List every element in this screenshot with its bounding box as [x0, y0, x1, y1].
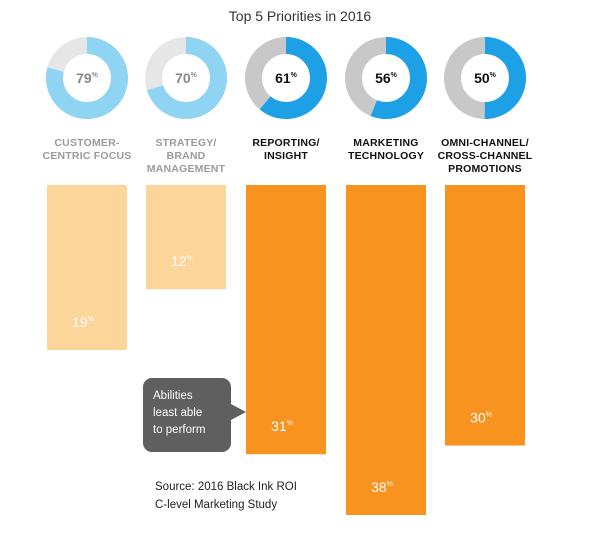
- category-label: CENTRIC FOCUS: [43, 150, 132, 162]
- bar: [445, 185, 525, 446]
- callout-text: least able: [153, 407, 202, 419]
- source-note: Source: 2016 Black Ink ROI C-level Market…: [155, 481, 297, 511]
- donut-arc: [245, 37, 327, 119]
- category-labels: CUSTOMER-CENTRIC FOCUS STRATEGY/BRANDMANA…: [43, 137, 533, 175]
- donut-value-label: 61%: [275, 70, 298, 86]
- donut-arc: [46, 37, 128, 119]
- donut-group: 79% 70% 61% 56% 50%: [46, 37, 526, 119]
- donut-arc: [444, 37, 526, 119]
- category-label: CROSS-CHANNEL: [438, 150, 533, 162]
- category-label: INSIGHT: [264, 150, 308, 162]
- bar: [47, 185, 127, 350]
- callout-pointer: [231, 404, 246, 420]
- donut-arc: [145, 37, 227, 119]
- category-label: MANAGEMENT: [147, 163, 226, 175]
- donut-value-label: 79%: [76, 70, 99, 86]
- category-label: PROMOTIONS: [448, 163, 522, 175]
- category-label: REPORTING/: [252, 137, 319, 149]
- donut-value-label: 56%: [375, 70, 398, 86]
- source-text: C-level Marketing Study: [155, 499, 277, 511]
- category-label: MARKETING: [353, 137, 418, 149]
- category-label: TECHNOLOGY: [348, 150, 424, 162]
- bar: [346, 185, 426, 515]
- donut-value-label: 70%: [175, 70, 198, 86]
- bar: [246, 185, 326, 455]
- callout-text: Abilities: [153, 390, 193, 402]
- chart-title: Top 5 Priorities in 2016: [229, 8, 372, 24]
- category-label: CUSTOMER-: [54, 137, 119, 149]
- bar: [146, 185, 226, 290]
- category-label: BRAND: [167, 150, 206, 162]
- callout-text: to perform: [153, 424, 205, 436]
- callout: Abilities least able to perform: [143, 378, 246, 452]
- bar-group: 19%12%31%38%30%: [47, 185, 525, 515]
- donut-arc: [345, 37, 427, 119]
- callout-box: [143, 378, 231, 452]
- source-text: Source: 2016 Black Ink ROI: [155, 481, 297, 493]
- donut-value-label: 50%: [474, 70, 497, 86]
- category-label: OMNI-CHANNEL/: [441, 137, 529, 149]
- category-label: STRATEGY/: [155, 137, 216, 149]
